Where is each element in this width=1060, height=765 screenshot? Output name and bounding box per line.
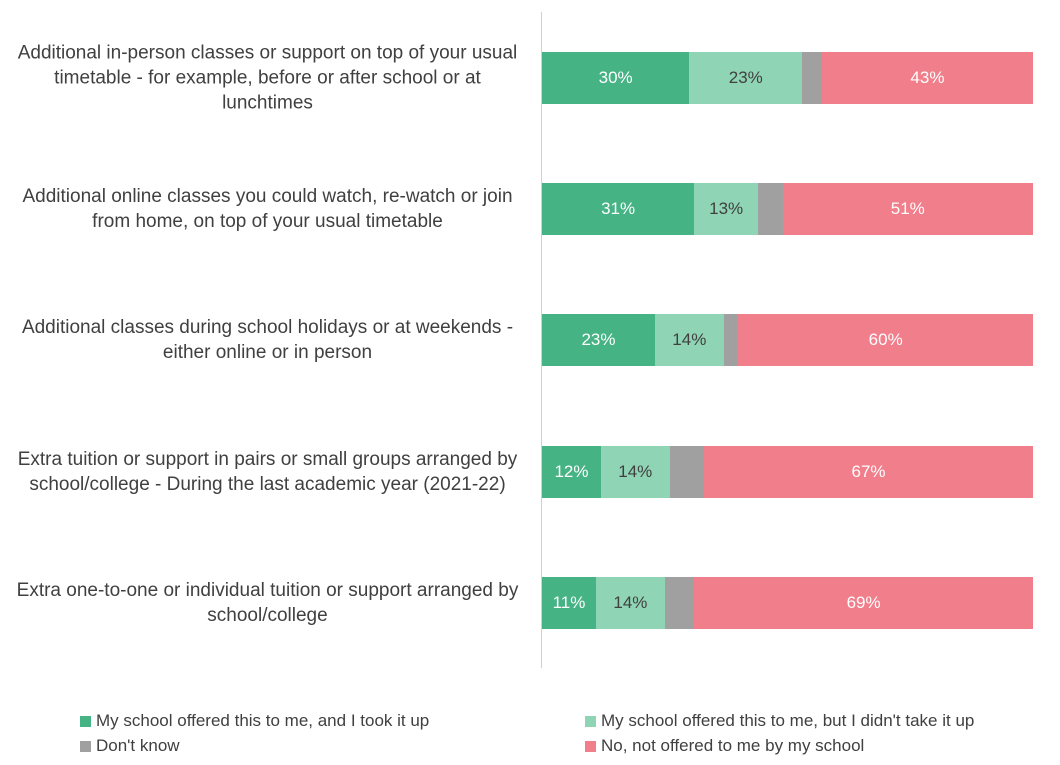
legend-item: My school offered this to me, but I didn…	[585, 711, 974, 731]
value-label: 67%	[851, 461, 886, 481]
bar-segment	[600, 445, 670, 498]
value-label: 60%	[868, 330, 903, 350]
bar-segment	[542, 314, 655, 367]
category-label: Extra one-to-one or individual tuition o…	[16, 579, 519, 626]
legend-swatch	[80, 715, 91, 727]
bar-segment	[689, 52, 803, 104]
bar-segment	[758, 183, 783, 236]
legend-item: No, not offered to me by my school	[585, 736, 864, 756]
bar-segment	[738, 314, 1033, 367]
bar-segment	[596, 576, 665, 629]
legend-label: My school offered this to me, but I didn…	[601, 711, 975, 730]
legend-swatch	[585, 740, 596, 752]
bar-segment	[542, 52, 690, 104]
bar-segment	[782, 183, 1033, 236]
legend-label: My school offered this to me, and I took…	[96, 711, 430, 730]
legend-swatch	[80, 740, 91, 752]
value-label: 12%	[554, 461, 589, 481]
bar-segment	[654, 314, 724, 367]
value-label: 13%	[709, 199, 744, 219]
value-label: 43%	[910, 68, 945, 87]
bar-segment	[542, 576, 596, 629]
legend-swatch	[585, 715, 596, 727]
bar-segment	[694, 576, 1033, 629]
value-label: 51%	[890, 199, 925, 219]
legend-item: Don't know	[80, 736, 180, 756]
category-label: Extra tuition or support in pairs or sma…	[17, 448, 518, 495]
value-label: 69%	[846, 592, 881, 612]
bar-segment	[723, 314, 739, 367]
value-label: 14%	[613, 592, 648, 612]
value-label: 11%	[552, 592, 586, 612]
bar-segment	[542, 445, 601, 498]
legend-label: Don't know	[96, 736, 180, 755]
legend-item: My school offered this to me, and I took…	[80, 711, 429, 731]
bar-segment	[669, 445, 705, 498]
legend-label: No, not offered to me by my school	[601, 736, 865, 755]
category-label: Additional classes during school holiday…	[21, 317, 514, 364]
bar-segment	[542, 183, 695, 236]
bar-segment	[704, 445, 1033, 498]
bar-segment	[664, 576, 695, 629]
value-label: 31%	[601, 199, 636, 219]
value-label: 30%	[598, 68, 633, 87]
axis-line	[541, 12, 542, 668]
category-label: Additional in-person classes or support …	[17, 42, 518, 114]
category-label: Additional online classes you could watc…	[22, 186, 513, 233]
bar-segment	[802, 52, 822, 104]
value-label: 23%	[728, 68, 763, 87]
bar-segment	[694, 183, 759, 236]
value-label: 14%	[618, 461, 653, 481]
value-label: 23%	[581, 330, 616, 350]
value-label: 14%	[672, 330, 707, 350]
bar-segment	[821, 52, 1033, 104]
